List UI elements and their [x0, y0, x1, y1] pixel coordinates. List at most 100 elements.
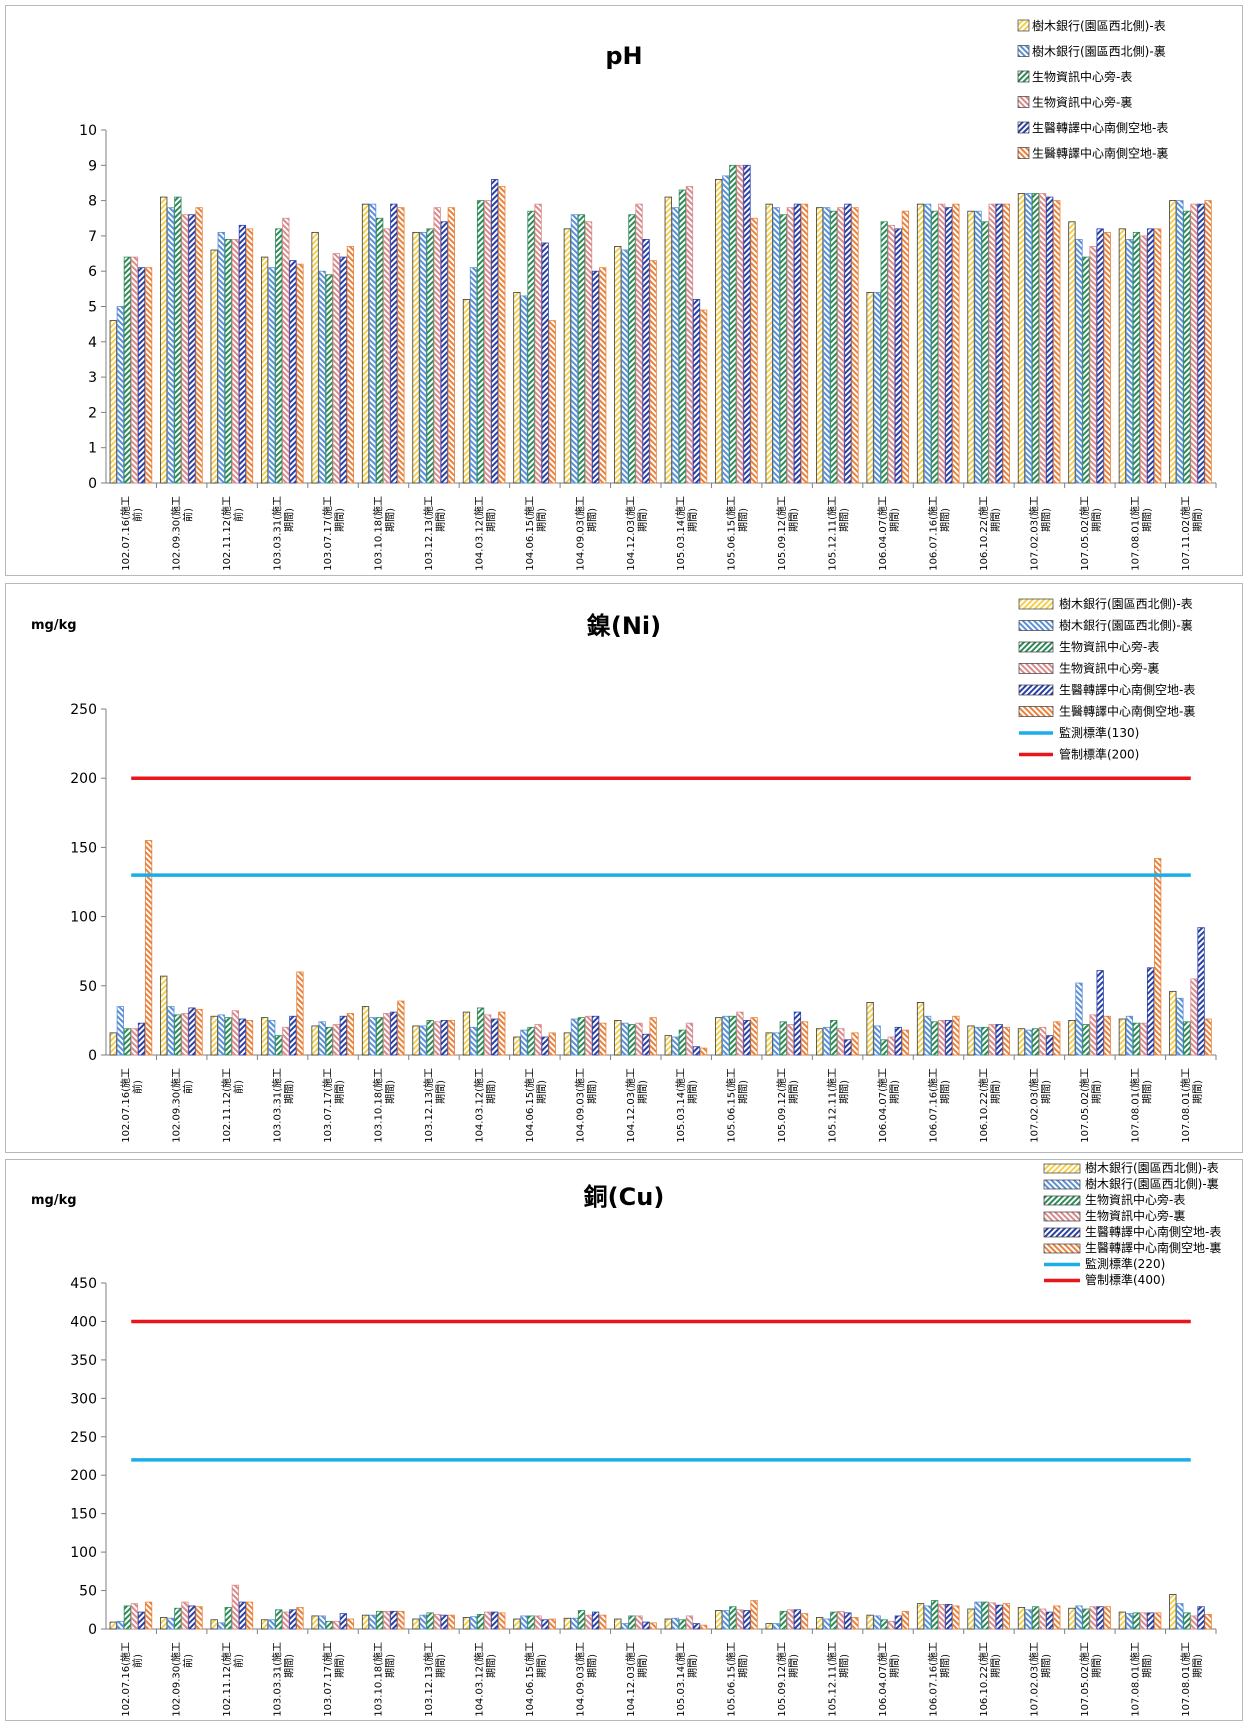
bar-6: [296, 263, 304, 484]
bar-2: [1075, 239, 1083, 484]
bar-3: [325, 1620, 333, 1630]
bar-5: [188, 214, 196, 484]
bar-3: [527, 1026, 535, 1056]
bar-1: [1017, 193, 1026, 484]
bar-2: [1125, 239, 1134, 484]
bar-3: [426, 228, 434, 484]
bar-6: [1053, 1021, 1061, 1056]
bar-2: [1024, 1609, 1033, 1630]
bar-3: [476, 1613, 485, 1630]
bar-4: [383, 1013, 391, 1056]
x-tick-label: 105.03.14(施工 期間): [674, 1068, 699, 1143]
svg-text:106.04.07(施工: 106.04.07(施工: [876, 496, 889, 571]
bar-4: [736, 1609, 744, 1630]
bar-1: [715, 1610, 723, 1630]
svg-text:期間): 期間): [788, 1654, 800, 1678]
bar-3: [224, 239, 232, 484]
bar-4: [534, 1024, 542, 1056]
legend-swatch: [1043, 1227, 1081, 1238]
svg-text:103.03.31(施工: 103.03.31(施工: [271, 1642, 284, 1717]
svg-text:期間): 期間): [637, 1080, 649, 1104]
bar-1: [664, 196, 672, 484]
bar-6: [397, 1000, 405, 1056]
bar-2: [1075, 982, 1083, 1056]
bar-6: [346, 1013, 355, 1056]
svg-text:103.03.31(施工: 103.03.31(施工: [271, 496, 284, 571]
svg-text:期間): 期間): [687, 1654, 699, 1678]
x-tick-label: 102.07.16(施工 前): [119, 496, 144, 571]
legend: 樹木銀行(園區西北側)-表樹木銀行(園區西北側)-裏生物資訊中心旁-表生物資訊中…: [1018, 597, 1195, 762]
svg-text:103.12.13(施工: 103.12.13(施工: [422, 1642, 435, 1717]
bar-6: [548, 1032, 556, 1056]
bar-1: [563, 228, 571, 484]
bar-2: [974, 1026, 982, 1056]
svg-text:期間): 期間): [1091, 1654, 1103, 1678]
legend: 樹木銀行(園區西北側)-表樹木銀行(園區西北側)-裏生物資訊中心旁-表生物資訊中…: [1043, 1161, 1221, 1287]
bar-6: [800, 1021, 809, 1056]
svg-text:前): 前): [131, 508, 144, 522]
bar-1: [412, 1618, 420, 1630]
bar-3: [1082, 1608, 1090, 1630]
bar-3: [577, 1017, 586, 1056]
bar-3: [376, 1610, 384, 1630]
svg-text:107.02.03(施工: 107.02.03(施工: [1027, 1642, 1040, 1717]
bar-6: [1002, 203, 1010, 484]
bar-1: [1017, 1607, 1026, 1630]
bar-2: [772, 1623, 780, 1630]
bar-1: [260, 256, 269, 484]
y-tick-label: 1: [88, 441, 97, 457]
bar-3: [880, 1619, 888, 1630]
bar-4: [988, 1024, 996, 1056]
chart-title: 鎳(Ni): [587, 612, 661, 640]
legend-swatch: [1017, 147, 1030, 159]
bar-1: [412, 231, 420, 484]
x-tick-label: 103.07.17(施工 期間): [321, 1642, 346, 1717]
x-tick-label: 107.11.02(施工 期間): [1179, 496, 1204, 571]
bar-1: [563, 1617, 571, 1630]
bar-2: [1125, 1015, 1134, 1056]
y-tick-label: 0: [88, 1048, 97, 1064]
x-tick-label: 104.06.15(施工 期間): [523, 1642, 548, 1717]
bar-5: [1146, 228, 1155, 484]
legend-swatch: [1018, 620, 1054, 631]
bar-5: [642, 1033, 650, 1056]
x-tick-label: 103.03.31(施工 期間): [271, 1068, 296, 1143]
svg-text:期間): 期間): [940, 1654, 952, 1678]
svg-text:107.11.02(施工: 107.11.02(施工: [1179, 496, 1192, 571]
legend-swatch: [1018, 598, 1054, 610]
bar-1: [563, 1032, 571, 1056]
svg-text:106.04.07(施工: 106.04.07(施工: [876, 1068, 889, 1143]
x-tick-label: 106.10.22(施工 期間): [977, 496, 1002, 571]
bar-5: [1197, 927, 1205, 1056]
svg-text:期間): 期間): [1141, 1080, 1153, 1104]
svg-text:期間): 期間): [334, 508, 346, 532]
bar-6: [901, 1610, 910, 1630]
svg-text:期間): 期間): [1091, 1080, 1103, 1104]
bar-5: [1146, 967, 1155, 1056]
y-tick-label: 450: [70, 1276, 97, 1292]
svg-text:104.03.12(施工: 104.03.12(施工: [472, 1642, 485, 1717]
bar-3: [376, 217, 384, 484]
legend-label: 樹木銀行(園區西北側)-裏: [1032, 44, 1166, 59]
x-tick-label: 105.12.11(施工 期間): [826, 1068, 851, 1143]
bar-5: [844, 203, 852, 484]
bar-1: [765, 1623, 773, 1630]
svg-text:期間): 期間): [334, 1654, 346, 1678]
x-tick-label: 102.09.30(施工 前): [170, 1068, 195, 1143]
legend-label: 生醫轉譯中心南側空地-裏: [1085, 1240, 1221, 1255]
bar-3: [880, 221, 888, 484]
x-tick-label: 104.12.03(施工 期間): [624, 496, 649, 571]
bar-6: [851, 207, 859, 484]
y-tick-label: 5: [88, 300, 97, 316]
bar-3: [1132, 1612, 1141, 1630]
x-tick-label: 106.04.07(施工 期間): [876, 1068, 901, 1143]
bar-5: [1197, 203, 1205, 484]
bar-3: [981, 1026, 989, 1056]
x-tick-label: 107.02.03(施工 期間): [1027, 496, 1052, 571]
svg-text:前): 前): [182, 1654, 195, 1668]
x-tick-label: 107.08.01(施工 期間): [1179, 1642, 1204, 1717]
bar-1: [260, 1619, 269, 1630]
svg-text:104.03.12(施工: 104.03.12(施工: [472, 1068, 485, 1143]
bar-6: [649, 1017, 657, 1056]
x-tick-label: 107.05.02(施工 期間): [1078, 496, 1103, 571]
